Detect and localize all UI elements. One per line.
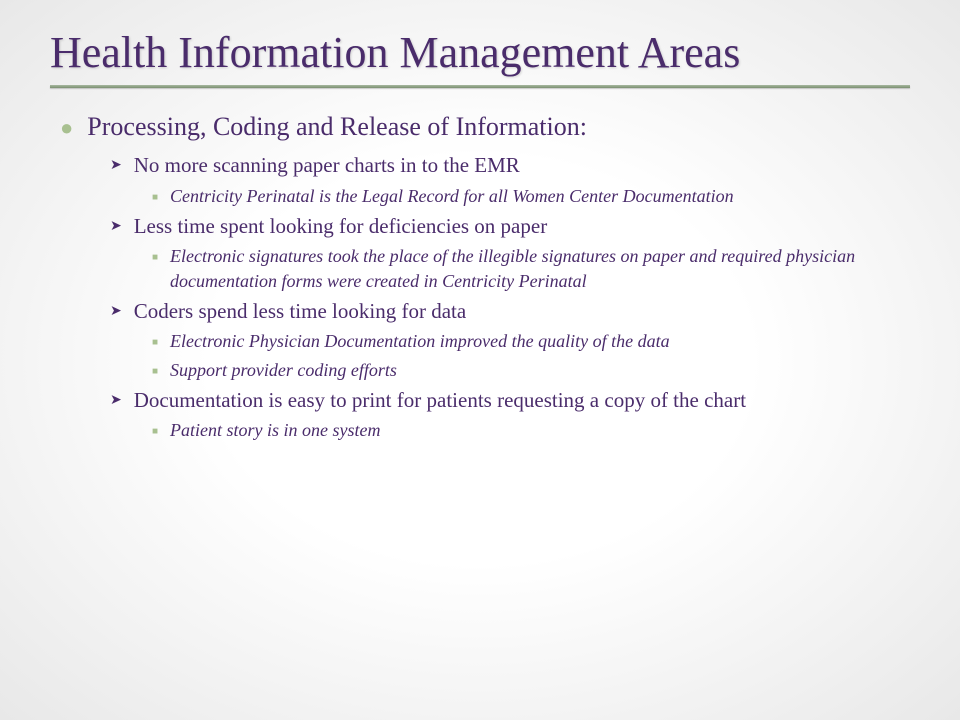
list-subitem: ■ Centricity Perinatal is the Legal Reco…: [152, 184, 910, 208]
content-area: ● Processing, Coding and Release of Info…: [50, 110, 910, 443]
square-bullet-icon: ■: [152, 251, 158, 265]
item-text: Coders spend less time looking for data: [134, 297, 466, 325]
list-item: ➤ Coders spend less time looking for dat…: [110, 297, 910, 325]
list-item: ➤ Less time spent looking for deficienci…: [110, 212, 910, 240]
item-text: No more scanning paper charts in to the …: [134, 151, 520, 179]
square-bullet-icon: ■: [152, 336, 158, 350]
item-text: Less time spent looking for deficiencies…: [134, 212, 547, 240]
subitem-text: Support provider coding efforts: [170, 358, 397, 382]
slide-title: Health Information Management Areas: [50, 28, 910, 79]
arrow-bullet-icon: ➤: [110, 392, 122, 411]
list-item: ➤ No more scanning paper charts in to th…: [110, 151, 910, 179]
title-underline: [50, 85, 910, 88]
arrow-bullet-icon: ➤: [110, 157, 122, 176]
subitem-text: Electronic Physician Documentation impro…: [170, 329, 670, 353]
arrow-bullet-icon: ➤: [110, 303, 122, 322]
list-item: ➤ Documentation is easy to print for pat…: [110, 386, 910, 414]
item-text: Documentation is easy to print for patie…: [134, 386, 746, 414]
arrow-bullet-icon: ➤: [110, 218, 122, 237]
slide: Health Information Management Areas ● Pr…: [0, 0, 960, 720]
list-subitem: ■ Support provider coding efforts: [152, 358, 910, 382]
subitem-text: Patient story is in one system: [170, 418, 380, 442]
heading-text: Processing, Coding and Release of Inform…: [87, 110, 587, 144]
list-subitem: ■ Patient story is in one system: [152, 418, 910, 442]
subitem-text: Centricity Perinatal is the Legal Record…: [170, 184, 734, 208]
list-subitem: ■ Electronic signatures took the place o…: [152, 244, 910, 293]
square-bullet-icon: ■: [152, 365, 158, 379]
list-heading: ● Processing, Coding and Release of Info…: [60, 110, 910, 144]
list-subitem: ■ Electronic Physician Documentation imp…: [152, 329, 910, 353]
disc-bullet-icon: ●: [60, 114, 73, 143]
subitem-text: Electronic signatures took the place of …: [170, 244, 910, 293]
square-bullet-icon: ■: [152, 425, 158, 439]
square-bullet-icon: ■: [152, 191, 158, 205]
